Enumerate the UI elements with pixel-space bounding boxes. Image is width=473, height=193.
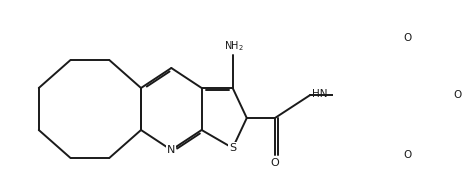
Text: O: O — [453, 90, 461, 100]
Text: O: O — [271, 158, 280, 168]
Text: NH$_2$: NH$_2$ — [224, 39, 244, 53]
Text: HN: HN — [312, 89, 327, 99]
Text: S: S — [229, 143, 236, 153]
Text: O: O — [403, 150, 412, 160]
Text: N: N — [167, 145, 175, 155]
Text: O: O — [403, 33, 412, 43]
